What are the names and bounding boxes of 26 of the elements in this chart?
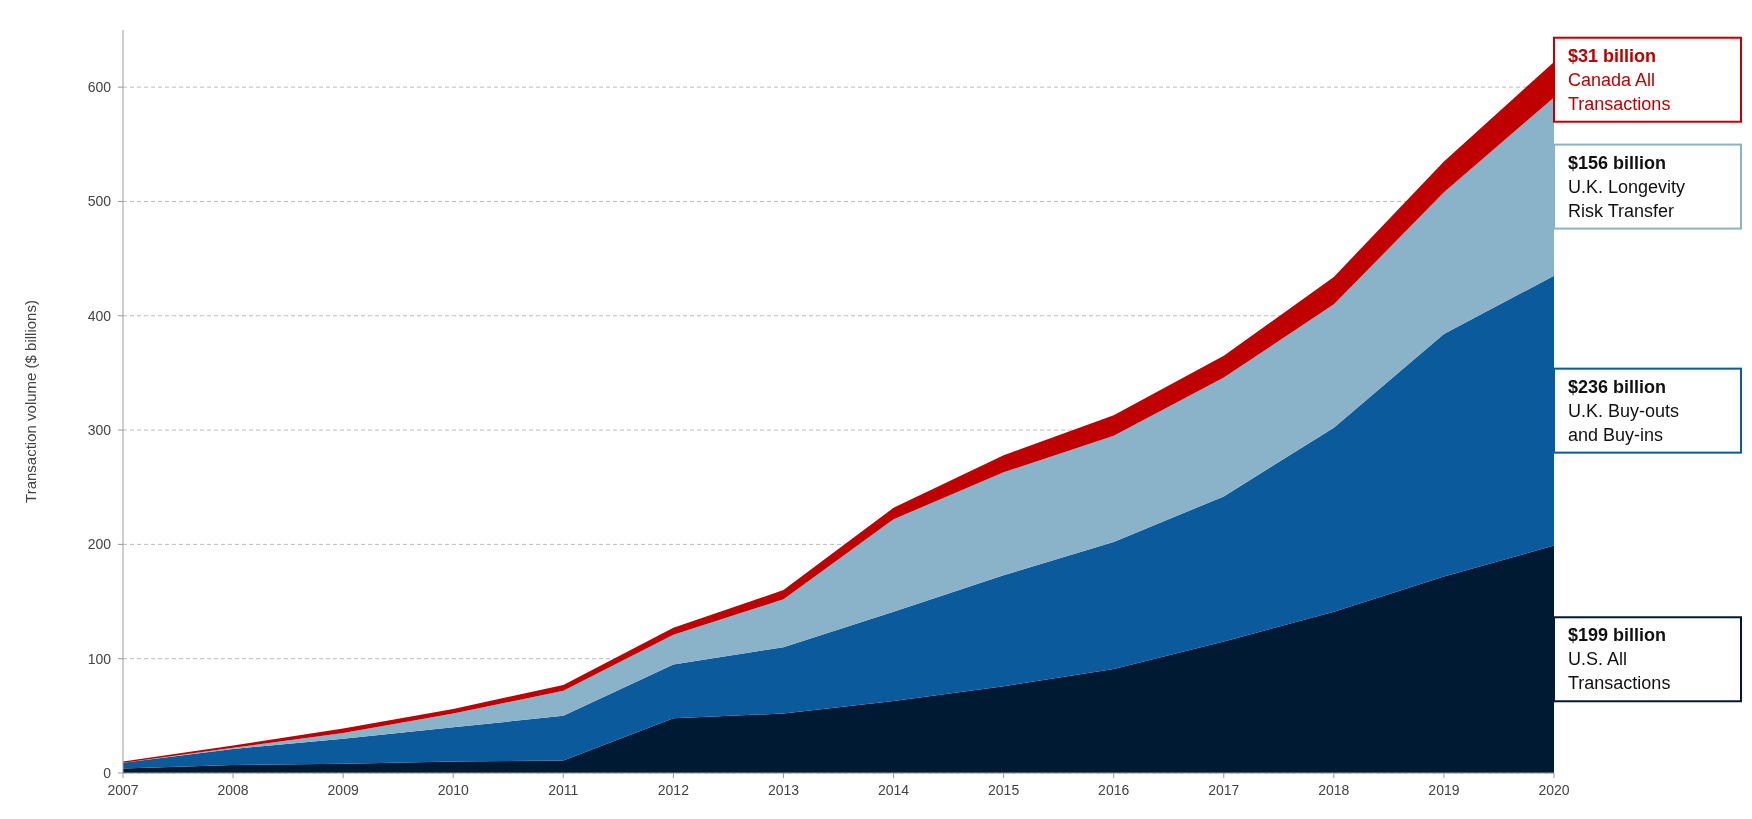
x-tick-label: 2011 — [548, 782, 579, 798]
y-tick-label: 100 — [87, 650, 112, 667]
text: $236 billion U.K. Buy-outs and Buy-ins — [1568, 376, 1680, 445]
y-tick-label: 400 — [87, 307, 112, 324]
x-tick-label: 2010 — [437, 782, 470, 798]
text: $156 billion U.K. Longevity Risk Transfer — [1568, 152, 1686, 221]
x-tick-label: 2009 — [327, 782, 359, 798]
y-tick-label: 200 — [87, 536, 112, 553]
y-tick-label: 600 — [87, 79, 112, 96]
x-tick-label: 2015 — [988, 782, 1020, 798]
text: $31 billion Canada All Transactions — [1568, 45, 1671, 114]
x-tick-label: 2012 — [657, 782, 690, 798]
y-tick-label: 500 — [87, 193, 112, 210]
x-tick-label: 2020 — [1538, 782, 1570, 798]
x-tick-label: 2007 — [107, 782, 139, 798]
x-tick-label: 2018 — [1318, 782, 1350, 798]
y-tick-label: 300 — [87, 421, 112, 438]
x-tick-label: 2019 — [1428, 782, 1460, 798]
x-tick-label: 2013 — [767, 782, 800, 798]
x-tick-label: 2016 — [1098, 782, 1130, 798]
text: $199 billion U.S. All Transactions — [1568, 625, 1671, 694]
y-tick-label: 0 — [103, 764, 112, 781]
x-tick-label: 2014 — [877, 782, 910, 798]
y-axis-title: Transaction volume ($ billions) — [22, 300, 39, 503]
x-tick-label: 2008 — [217, 782, 249, 798]
x-tick-label: 2017 — [1208, 782, 1240, 798]
